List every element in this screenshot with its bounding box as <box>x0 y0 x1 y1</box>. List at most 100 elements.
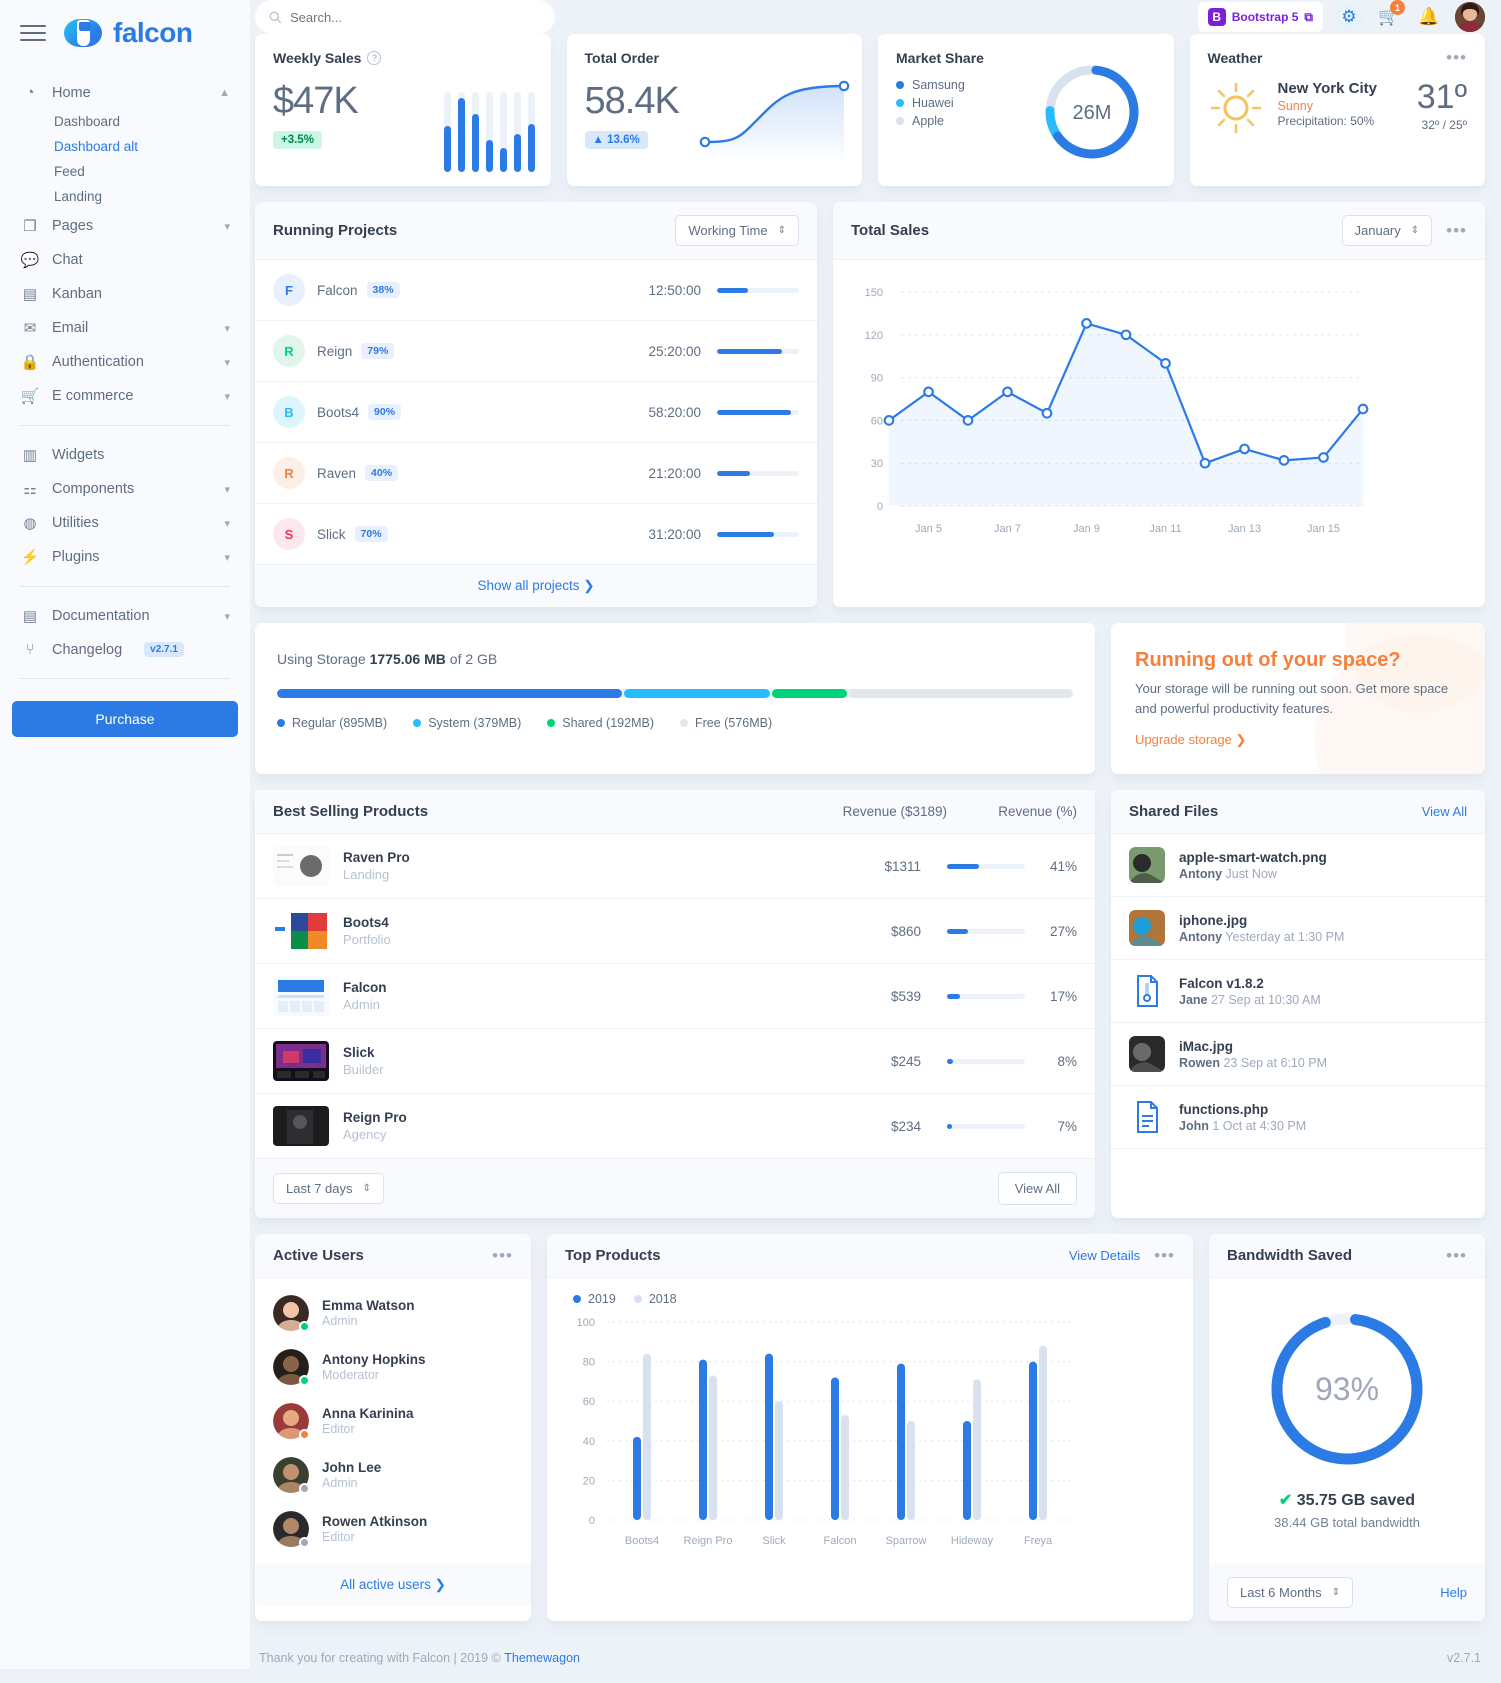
sidebar: falcon ◔ Home ▲ Dashboard Dashboard alt … <box>0 0 250 1669</box>
upgrade-storage-link[interactable]: Upgrade storage ❯ <box>1135 732 1247 747</box>
sidebar-divider <box>20 678 230 679</box>
shared-files-view-all-link[interactable]: View All <box>1421 804 1467 819</box>
chevron-down-icon[interactable]: ▾ <box>224 390 230 403</box>
sidebar-item-changelog[interactable]: ⑂ Changelog v2.7.1 <box>12 633 238 666</box>
list-item[interactable]: functions.php John 1 Oct at 4:30 PM <box>1111 1086 1485 1149</box>
weekly-sales-bar-chart <box>443 92 535 172</box>
legend-dot <box>573 1295 581 1303</box>
running-projects-list: F Falcon 38% 12:50:00 R Reign 79% 25:20:… <box>255 260 817 565</box>
project-row[interactable]: R Reign 79% 25:20:00 <box>255 321 817 382</box>
sidebar-item-home[interactable]: ◔ Home ▲ <box>12 76 238 109</box>
project-row[interactable]: B Boots4 90% 58:20:00 <box>255 382 817 443</box>
working-time-select[interactable]: Working Time ⇕ <box>675 215 799 246</box>
bootstrap-version-pill[interactable]: B Bootstrap 5 ⧉ <box>1197 2 1323 32</box>
help-link[interactable]: Help <box>1440 1585 1467 1600</box>
sidebar-subitem-landing[interactable]: Landing <box>54 189 103 204</box>
chevron-down-icon[interactable]: ▾ <box>224 483 230 496</box>
chevron-down-icon[interactable]: ▾ <box>224 610 230 623</box>
svg-text:Jan 7: Jan 7 <box>994 523 1021 535</box>
sidebar-item-utilities[interactable]: ◍ Utilities ▾ <box>12 506 238 540</box>
sidebar-item-kanban[interactable]: ▤ Kanban <box>12 277 238 311</box>
list-item[interactable]: iphone.jpg Antony Yesterday at 1:30 PM <box>1111 897 1485 960</box>
purchase-button[interactable]: Purchase <box>12 701 238 737</box>
list-item[interactable]: John Lee Admin <box>255 1448 531 1502</box>
chevron-up-icon[interactable]: ▲ <box>219 86 230 99</box>
sidebar-item-ecommerce[interactable]: 🛒 E commerce ▾ <box>12 379 238 413</box>
svg-text:Jan 15: Jan 15 <box>1307 523 1340 535</box>
table-row[interactable]: Reign Pro Agency $234 7% <box>255 1094 1095 1159</box>
best-selling-products-card: Best Selling Products Revenue ($3189) Re… <box>255 790 1095 1218</box>
list-item[interactable]: Anna Karinina Editor <box>255 1394 531 1448</box>
upgrade-storage-card: Running out of your space? Your storage … <box>1111 623 1485 774</box>
sidebar-item-widgets[interactable]: ▥ Widgets <box>12 438 238 472</box>
weather-details: New York City Sunny Precipitation: 50% 3… <box>1208 80 1467 136</box>
bandwidth-more-icon[interactable]: ••• <box>1446 1245 1467 1265</box>
cart-icon[interactable]: 🛒 1 <box>1375 0 1405 31</box>
search-input[interactable] <box>290 9 541 25</box>
view-all-products-button[interactable]: View All <box>997 1172 1077 1205</box>
list-item[interactable]: apple-smart-watch.png Antony Just Now <box>1111 834 1485 897</box>
chevron-down-icon[interactable]: ▾ <box>224 517 230 530</box>
table-row[interactable]: Raven Pro Landing $1311 41% <box>255 834 1095 899</box>
footer-text: Thank you for creating with Falcon | 201… <box>259 1651 501 1665</box>
sidebar-subitem-dashboard-alt[interactable]: Dashboard alt <box>54 139 139 154</box>
file-thumbnail <box>1129 847 1165 883</box>
active-users-more-icon[interactable]: ••• <box>492 1245 513 1265</box>
list-item[interactable]: Rowen Atkinson Editor <box>255 1502 531 1556</box>
svg-text:Falcon: Falcon <box>823 1535 856 1547</box>
sidebar-item-email[interactable]: ✉ Email ▾ <box>12 311 238 345</box>
utilities-icon: ◍ <box>23 515 37 532</box>
total-sales-more-icon[interactable]: ••• <box>1446 220 1467 240</box>
sidebar-item-chat[interactable]: 💬 Chat <box>12 243 238 277</box>
chevron-down-icon[interactable]: ▾ <box>224 220 230 233</box>
market-share-legend: Samsung Huawei Apple <box>896 76 1156 130</box>
legend-label: Shared (192MB) <box>562 716 654 730</box>
sidebar-item-authentication[interactable]: 🔒 Authentication ▾ <box>12 345 238 379</box>
month-select[interactable]: January ⇕ <box>1341 215 1433 246</box>
legend-dot <box>896 99 904 107</box>
project-row[interactable]: S Slick 70% 31:20:00 <box>255 504 817 565</box>
list-item[interactable]: Falcon v1.8.2 Jane 27 Sep at 10:30 AM <box>1111 960 1485 1023</box>
help-icon[interactable]: ? <box>367 51 382 65</box>
sidebar-item-pages[interactable]: ❒ Pages ▾ <box>12 209 238 243</box>
file-meta: Antony Yesterday at 1:30 PM <box>1179 929 1345 944</box>
sidebar-subitem-feed[interactable]: Feed <box>54 164 85 179</box>
hamburger-menu-icon[interactable] <box>20 25 46 41</box>
search-box[interactable] <box>255 0 555 34</box>
project-row[interactable]: R Raven 40% 21:20:00 <box>255 443 817 504</box>
bar-column <box>443 92 451 172</box>
table-row[interactable]: Slick Builder $245 8% <box>255 1029 1095 1094</box>
product-revenue-percent: 17% <box>1049 988 1077 1004</box>
chevron-down-icon[interactable]: ▾ <box>224 322 230 335</box>
weather-more-icon[interactable]: ••• <box>1446 48 1467 67</box>
bootstrap-icon: B <box>1207 8 1226 26</box>
bandwidth-range-select[interactable]: Last 6 Months ⇕ <box>1227 1577 1354 1608</box>
chevron-down-icon[interactable]: ▾ <box>224 551 230 564</box>
bell-icon[interactable]: 🔔 <box>1418 7 1440 26</box>
chevron-down-icon[interactable]: ▾ <box>224 356 230 369</box>
project-row[interactable]: F Falcon 38% 12:50:00 <box>255 260 817 321</box>
sidebar-subitem-dashboard[interactable]: Dashboard <box>54 114 121 129</box>
user-name: Rowen Atkinson <box>322 1514 428 1529</box>
date-range-select[interactable]: Last 7 days ⇕ <box>273 1173 384 1204</box>
brand-logo[interactable]: falcon <box>64 16 193 50</box>
footer: Thank you for creating with Falcon | 201… <box>255 1637 1485 1683</box>
sidebar-item-components[interactable]: ⚏ Components ▾ <box>12 472 238 506</box>
view-details-link[interactable]: View Details <box>1068 1248 1141 1263</box>
legend-label: Regular (895MB) <box>292 716 388 730</box>
list-item[interactable]: iMac.jpg Rowen 23 Sep at 6:10 PM <box>1111 1023 1485 1086</box>
table-row[interactable]: Falcon Admin $539 17% <box>255 964 1095 1029</box>
top-products-more-icon[interactable]: ••• <box>1154 1245 1175 1265</box>
sidebar-item-documentation[interactable]: ▤ Documentation ▾ <box>12 599 238 633</box>
gear-icon[interactable]: ⚙ <box>1335 3 1363 31</box>
project-avatar: S <box>273 518 305 550</box>
all-active-users-link[interactable]: All active users ❯ <box>340 1577 446 1592</box>
list-item[interactable]: Antony Hopkins Moderator <box>255 1340 531 1394</box>
weather-high-low: 32º / 25º <box>1421 118 1467 132</box>
themewagon-link[interactable]: Themewagon <box>504 1651 580 1665</box>
show-all-projects-link[interactable]: Show all projects ❯ <box>477 578 595 593</box>
sidebar-item-plugins[interactable]: ⚡ Plugins ▾ <box>12 540 238 574</box>
avatar[interactable] <box>1455 2 1485 32</box>
table-row[interactable]: Boots4 Portfolio $860 27% <box>255 899 1095 964</box>
list-item[interactable]: Emma Watson Admin <box>255 1286 531 1340</box>
